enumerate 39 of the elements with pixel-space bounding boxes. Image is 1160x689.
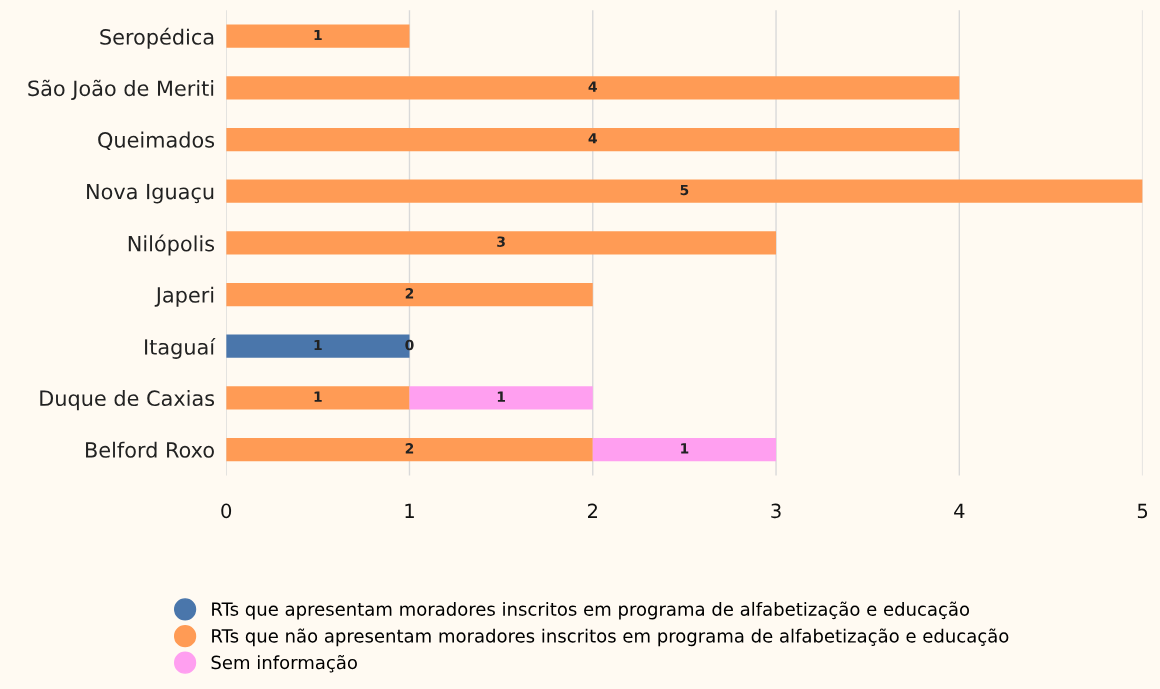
y-tick-label: Belford Roxo: [86, 441, 214, 458]
y-tick-label: Japeri: [154, 286, 214, 307]
data-label: 1: [314, 339, 322, 351]
bar: [409, 386, 593, 410]
x-tick-label: 0: [221, 503, 232, 519]
bar: [226, 179, 1143, 203]
y-tick-label: Nova Iguaçu: [87, 183, 214, 204]
x-tick-label: 5: [1137, 503, 1148, 519]
y-tick-label: Itaguaí: [145, 337, 216, 359]
bar: [226, 127, 960, 152]
data-label: 1: [314, 391, 322, 402]
bar: [226, 24, 410, 48]
data-label: 1: [497, 391, 505, 402]
y-tick-label: Nilópolis: [128, 234, 215, 256]
y-tick-label: Duque de Caxias: [40, 389, 215, 411]
x-tick-label: 2: [588, 503, 597, 518]
bar: [226, 76, 960, 100]
legend-label: RTs que não apresentam moradores inscritos em programa de alfabetização e educação: [212, 628, 1009, 647]
data-label: 1: [314, 29, 322, 40]
data-label: 4: [588, 133, 597, 144]
data-label: 2: [405, 443, 414, 454]
x-tick-label: 4: [954, 503, 965, 518]
bar: [226, 282, 593, 307]
data-label: 1: [681, 443, 689, 454]
legend-label: Sem informação: [211, 654, 357, 673]
bar: [592, 437, 777, 462]
data-label: 5: [680, 184, 689, 196]
x-tick-label: 3: [771, 503, 781, 519]
y-tick-label: Seropédica: [100, 27, 214, 49]
y-tick-label: São João de Meriti: [28, 79, 214, 101]
data-label: 2: [405, 288, 414, 299]
y-tick-label: Queimados: [98, 131, 215, 151]
legend-label: RTs que apresentam moradores inscritos em programa de alfabetização e educação: [212, 601, 970, 620]
data-label: 3: [497, 236, 505, 247]
bar: [226, 386, 410, 410]
data-label: 4: [588, 81, 597, 92]
bar: [226, 437, 593, 462]
x-tick-label: 1: [405, 503, 414, 518]
bar: [226, 231, 777, 255]
